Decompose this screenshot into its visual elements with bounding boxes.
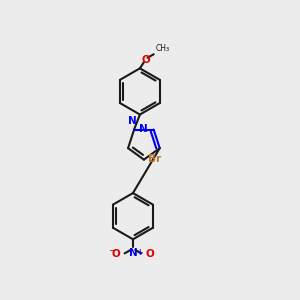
Text: N: N [129, 248, 137, 258]
Text: Br: Br [148, 154, 161, 164]
Text: O: O [141, 55, 150, 64]
Text: N: N [128, 116, 136, 126]
Text: O: O [112, 249, 121, 259]
Text: +: + [136, 248, 142, 256]
Text: N: N [139, 124, 148, 134]
Text: −: − [109, 246, 117, 256]
Text: O: O [146, 249, 154, 259]
Text: CH₃: CH₃ [155, 44, 170, 52]
